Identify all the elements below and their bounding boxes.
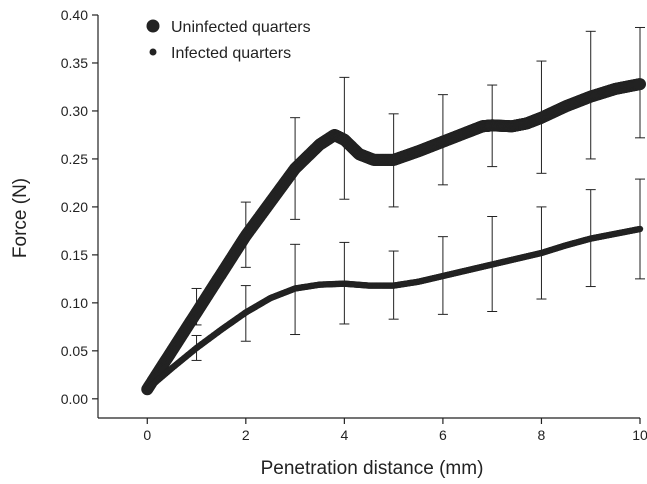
y-tick-label: 0.25 [61,151,88,167]
y-tick-label: 0.40 [61,7,88,23]
x-tick-label: 10 [632,427,647,443]
data-curves [141,78,646,396]
legend-label-uninfected: Uninfected quarters [171,19,311,36]
y-tick-label: 0.00 [61,391,88,407]
x-tick-label: 0 [143,427,151,443]
plot-frame [97,15,640,419]
x-axis-ticks: 0 2 4 6 8 10 [143,418,647,443]
legend: Uninfected quarters Infected quarters [146,19,311,62]
y-tick-label: 0.30 [61,103,88,119]
y-tick-label: 0.05 [61,343,88,359]
x-tick-label: 2 [242,427,250,443]
y-axis-ticks: 0.00 0.05 0.10 0.15 0.20 0.25 0.30 0.35 0.40 [61,7,98,407]
x-tick-label: 6 [439,427,447,443]
y-tick-label: 0.35 [61,55,88,71]
x-axis-title: Penetration distance (mm) [261,458,484,479]
y-tick-label: 0.10 [61,295,88,311]
legend-marker-infected [149,48,157,56]
uninfected-point [634,78,646,91]
infected-point [636,225,644,233]
legend-marker-uninfected [146,19,160,33]
y-tick-label: 0.15 [61,247,88,263]
legend-label-infected: Infected quarters [171,45,291,62]
error-bars [191,26,645,361]
x-tick-label: 4 [340,427,348,443]
x-tick-label: 8 [538,427,546,443]
y-axis-title: Force (N) [10,178,31,258]
y-tick-label: 0.20 [61,199,88,215]
